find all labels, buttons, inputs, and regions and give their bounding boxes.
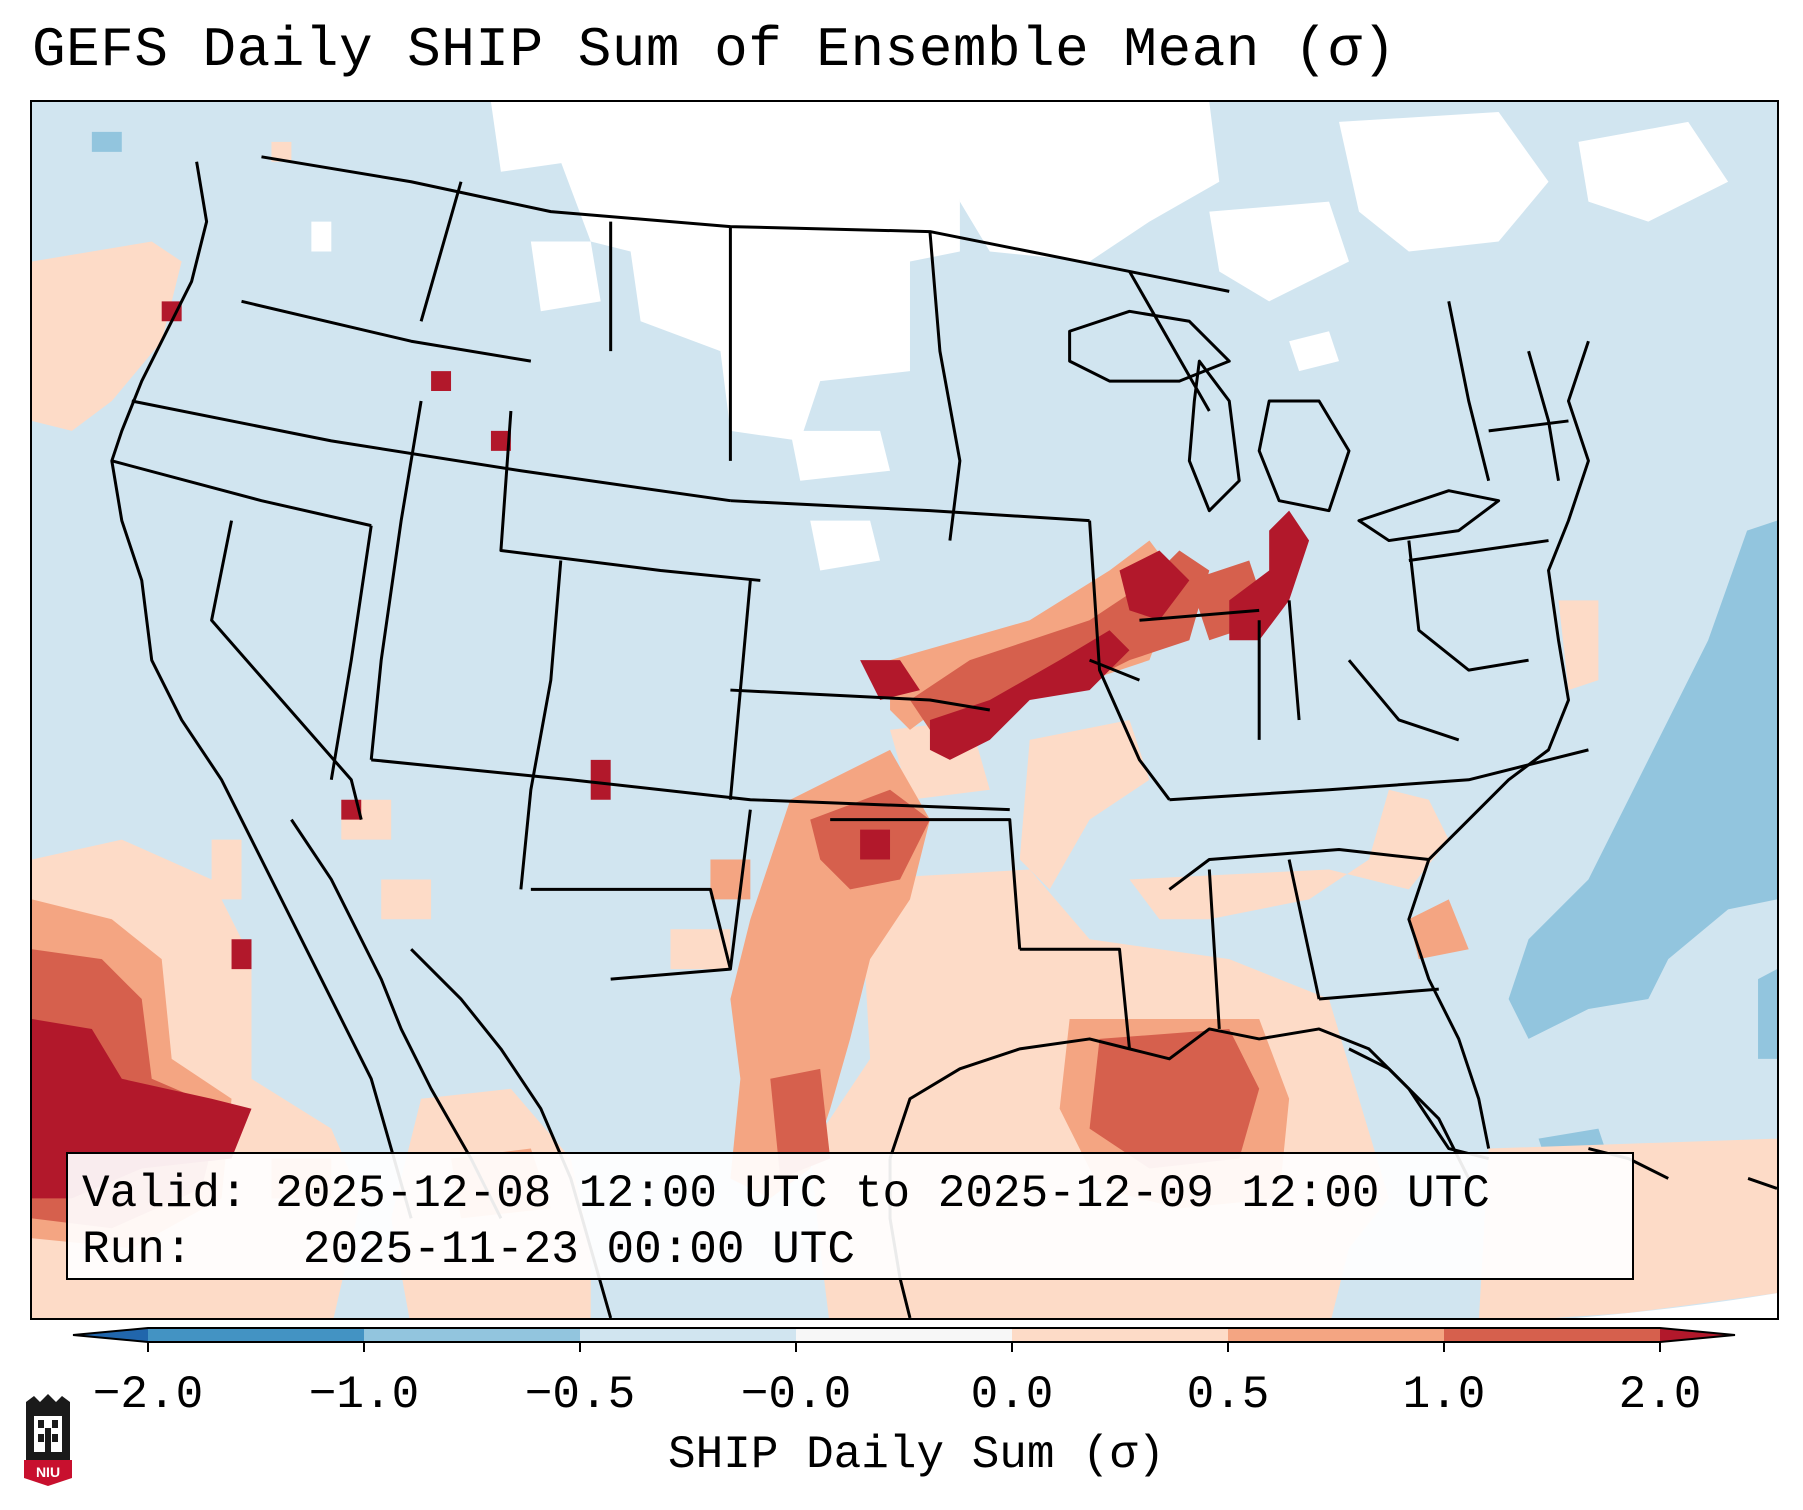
chart-title: GEFS Daily SHIP Sum of Ensemble Mean (σ)	[32, 18, 1397, 82]
colorbar-tick-label: −2.0	[92, 1369, 204, 1421]
colorbar-tick-label: −0.5	[524, 1369, 636, 1421]
colorbar-segment	[1012, 1328, 1229, 1342]
colorbar: −2.0 −1.0 −0.5 −0.0 0.0 0.5 1.0 2.0 SHIP Daily …	[0, 1320, 1803, 1510]
near-zero-region	[311, 102, 1729, 571]
colorbar-segment	[580, 1328, 797, 1342]
colorbar-tick-label: −1.0	[308, 1369, 420, 1421]
valid-label: Valid:	[82, 1168, 248, 1220]
colorbar-tick-label: 1.0	[1402, 1369, 1486, 1421]
colorbar-extend-low	[73, 1328, 148, 1342]
map-outlines	[110, 155, 1777, 1318]
atlantic-negative-region	[1508, 520, 1777, 1039]
run-time: 2025-11-23 00:00 UTC	[302, 1224, 855, 1276]
run-label: Run:	[82, 1224, 193, 1276]
colorbar-tick-label: −0.0	[740, 1369, 852, 1421]
map-svg	[32, 102, 1777, 1318]
colorbar-segment	[148, 1328, 365, 1342]
valid-row: Valid: 2025-12-08 12:00 UTC to 2025-12-0…	[82, 1166, 1618, 1222]
colorbar-segment	[796, 1328, 1013, 1342]
run-row: Run: 2025-11-23 00:00 UTC	[82, 1222, 1618, 1278]
colorbar-extend-high	[1660, 1328, 1735, 1342]
colorbar-segment	[1228, 1328, 1445, 1342]
colorbar-svg	[72, 1327, 1736, 1352]
colorbar-outline	[72, 1327, 1736, 1343]
logo-text: NIU	[36, 1464, 60, 1480]
colorbar-segment	[1444, 1328, 1661, 1342]
valid-run-info-box: Valid: 2025-12-08 12:00 UTC to 2025-12-0…	[66, 1152, 1634, 1280]
colorbar-tick-label: 0.0	[970, 1369, 1054, 1421]
colorbar-tick-label: 2.0	[1618, 1369, 1702, 1421]
colorbar-segment	[364, 1328, 581, 1342]
valid-time-range: 2025-12-08 12:00 UTC to 2025-12-09 12:00…	[275, 1168, 1490, 1220]
niu-logo: NIU	[24, 1394, 72, 1486]
colorbar-tick-label: 0.5	[1186, 1369, 1270, 1421]
colorbar-label: SHIP Daily Sum (σ)	[668, 1429, 1165, 1481]
map-panel	[30, 100, 1779, 1320]
